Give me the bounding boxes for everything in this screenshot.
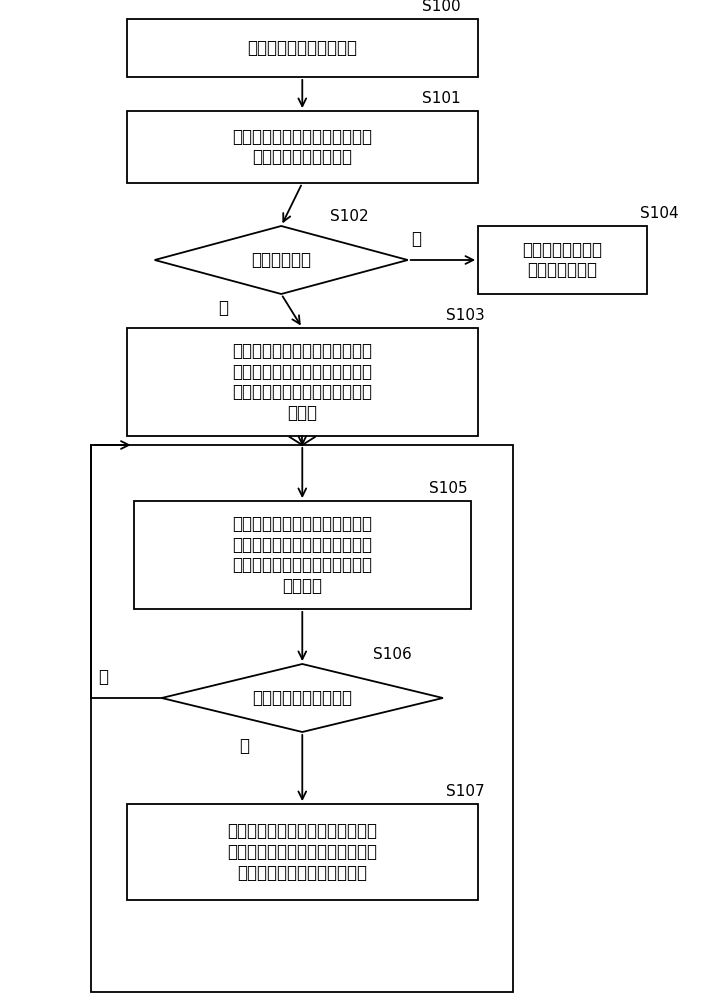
Text: 匹配失败的唤醒应
用自行执行唤醒: 匹配失败的唤醒应 用自行执行唤醒 xyxy=(522,241,602,279)
Polygon shape xyxy=(155,226,408,294)
Text: 是: 是 xyxy=(239,737,249,755)
Text: 是: 是 xyxy=(218,299,228,317)
Text: S100: S100 xyxy=(422,0,460,14)
Bar xyxy=(127,328,478,436)
Text: 是否有唤醒计时器超时: 是否有唤醒计时器超时 xyxy=(252,689,352,707)
Bar xyxy=(127,19,478,77)
Text: S107: S107 xyxy=(446,784,485,799)
Text: S102: S102 xyxy=(330,209,369,224)
Text: S101: S101 xyxy=(422,91,460,106)
Text: S105: S105 xyxy=(429,481,467,496)
Bar xyxy=(478,226,647,294)
Text: S106: S106 xyxy=(373,647,411,662)
Text: 否: 否 xyxy=(411,230,421,248)
Text: 在每个系统非连续接收周期的执
行启动时间读取唤醒应用需求列
表，依次检测每个唤醒应用的唤
醒计时器: 在每个系统非连续接收周期的执 行启动时间读取唤醒应用需求列 表，依次检测每个唤醒… xyxy=(232,515,373,595)
Bar xyxy=(127,111,478,183)
Polygon shape xyxy=(162,664,443,732)
Text: S103: S103 xyxy=(446,308,485,323)
Text: S104: S104 xyxy=(640,206,678,221)
Bar xyxy=(134,501,471,609)
Bar xyxy=(127,804,478,900)
Text: 计算对应的唤醒应用的执行启动时
间，并将其添加到唤醒执行列表中
，并复位所述唤醒应用计时器: 计算对应的唤醒应用的执行启动时 间，并将其添加到唤醒执行列表中 ，并复位所述唤醒… xyxy=(227,822,378,882)
Text: 否: 否 xyxy=(98,668,108,686)
Bar xyxy=(91,445,513,992)
Text: 获取唤醒应用的时间属性: 获取唤醒应用的时间属性 xyxy=(247,39,357,57)
Text: 将唤醒应用的时间属性与系统非
连续接收周期进行匹配: 将唤醒应用的时间属性与系统非 连续接收周期进行匹配 xyxy=(232,128,373,166)
Text: 将匹配成功的唤醒应用注册到唤
醒应用需求列表中，设置各自对
应的唤醒计时器，并启动该唤醒
计时器: 将匹配成功的唤醒应用注册到唤 醒应用需求列表中，设置各自对 应的唤醒计时器，并启… xyxy=(232,342,373,422)
Text: 是否匹配成功: 是否匹配成功 xyxy=(251,251,311,269)
